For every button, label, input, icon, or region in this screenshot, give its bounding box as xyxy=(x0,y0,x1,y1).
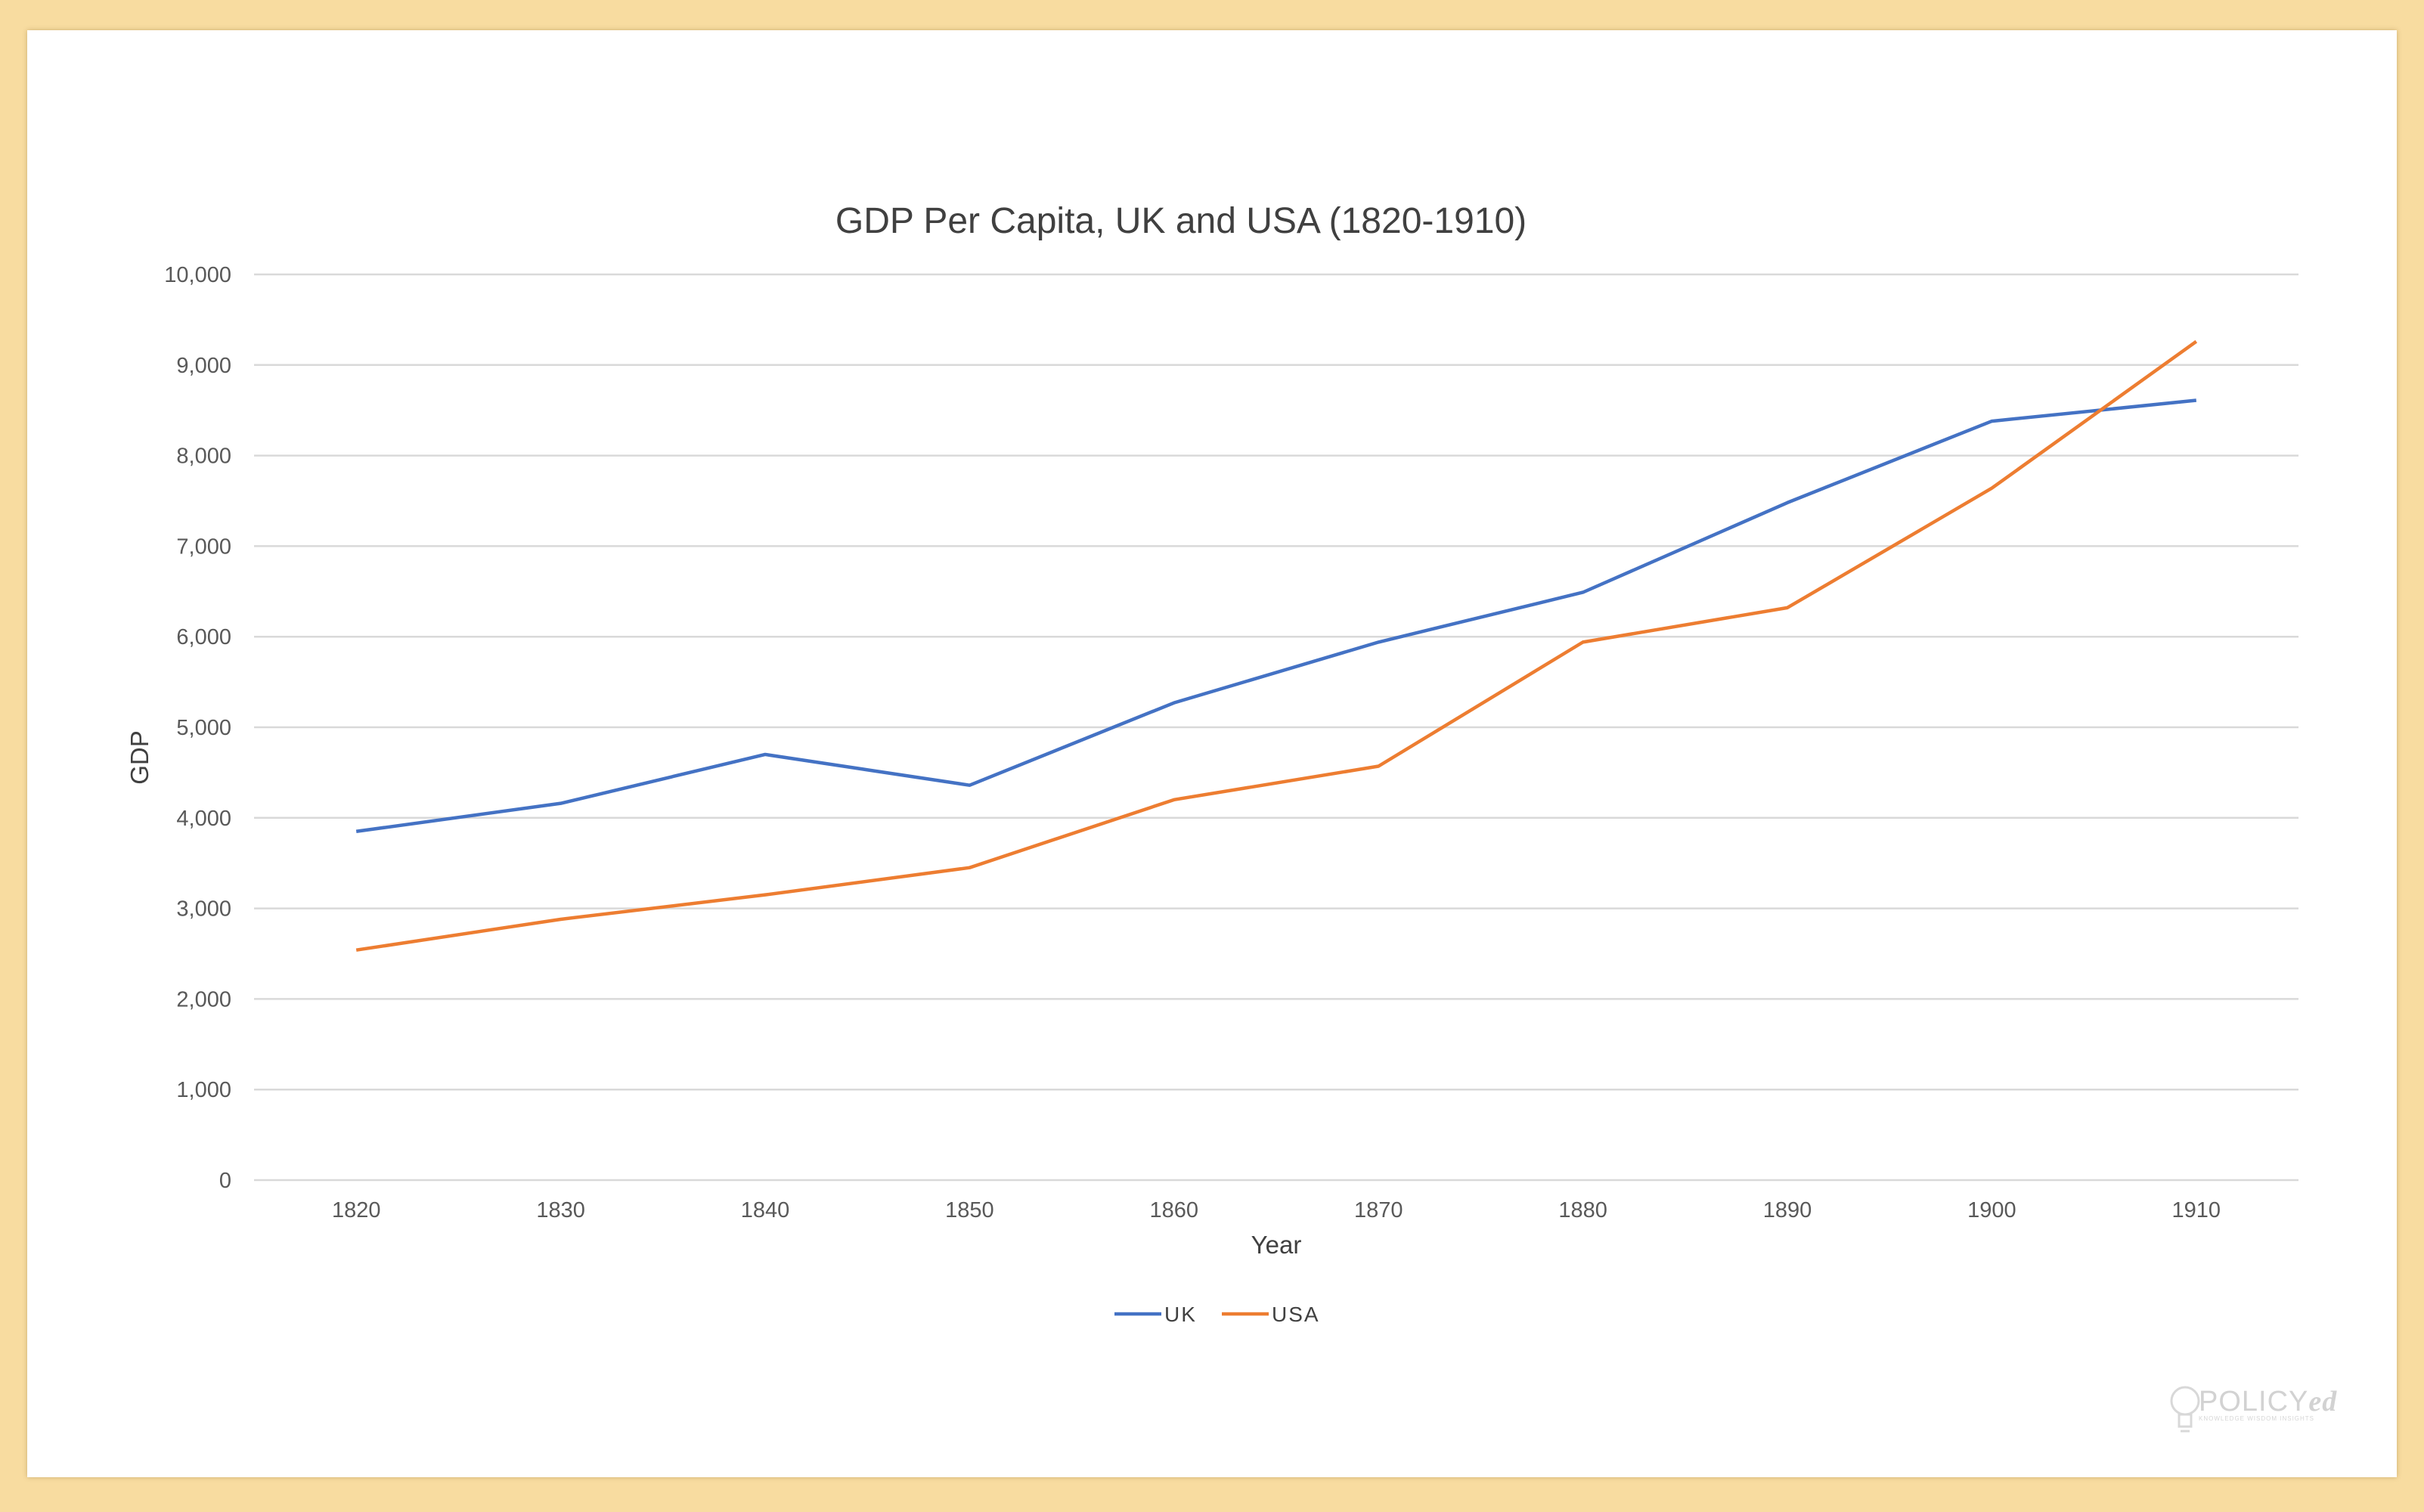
x-tick-label: 1830 xyxy=(536,1198,585,1222)
brand-watermark: POLICYed KNOWLEDGE WISDOM INSIGHTS xyxy=(2199,1385,2337,1422)
y-axis-ticks: 0 1,000 2,000 3,000 4,000 5,000 6,000 7,000 8,00… xyxy=(164,263,231,1193)
brand-suffix: ed xyxy=(2308,1386,2338,1418)
x-tick-label: 1890 xyxy=(1763,1198,1812,1222)
y-tick-label: 2,000 xyxy=(176,987,231,1012)
legend-label-uk: UK xyxy=(1164,1303,1197,1326)
x-tick-label: 1880 xyxy=(1558,1198,1607,1222)
x-tick-label: 1840 xyxy=(741,1198,790,1222)
gridlines xyxy=(254,273,2298,1182)
line-chart: GDP Per Capita, UK and USA (1820-1910) 0… xyxy=(126,201,2298,1326)
y-tick-label: 7,000 xyxy=(176,534,231,559)
legend-label-usa: USA xyxy=(1272,1303,1320,1326)
x-tick-label: 1870 xyxy=(1354,1198,1403,1222)
y-tick-label: 6,000 xyxy=(176,625,231,649)
y-tick-label: 4,000 xyxy=(176,807,231,831)
y-tick-label: 1,000 xyxy=(176,1078,231,1102)
x-tick-label: 1850 xyxy=(945,1198,994,1222)
brand-main: POLICY xyxy=(2199,1386,2309,1418)
legend: UK USA xyxy=(1114,1303,1320,1326)
y-tick-label: 9,000 xyxy=(176,354,231,378)
series-line-usa xyxy=(355,339,2198,952)
y-tick-label: 0 xyxy=(219,1169,231,1193)
x-tick-label: 1910 xyxy=(2172,1198,2221,1222)
brand-tagline: KNOWLEDGE WISDOM INSIGHTS xyxy=(2199,1415,2315,1422)
x-tick-label: 1900 xyxy=(1967,1198,2016,1222)
x-tick-label: 1820 xyxy=(332,1198,381,1222)
x-axis-label: Year xyxy=(1251,1231,1302,1259)
y-tick-label: 10,000 xyxy=(164,263,231,287)
y-tick-label: 3,000 xyxy=(176,897,231,922)
chart-panel: GDP Per Capita, UK and USA (1820-1910) 0… xyxy=(27,30,2397,1477)
x-tick-label: 1860 xyxy=(1150,1198,1199,1222)
x-axis-ticks: 1820 1830 1840 1850 1860 1870 1880 1890 1900 1910 xyxy=(332,1198,2221,1222)
lightbulb-icon xyxy=(2170,1386,2200,1433)
y-tick-label: 8,000 xyxy=(176,445,231,469)
chart-title: GDP Per Capita, UK and USA (1820-1910) xyxy=(835,201,1527,241)
y-tick-label: 5,000 xyxy=(176,716,231,740)
series-lines xyxy=(355,339,2198,952)
y-axis-label: GDP xyxy=(126,730,153,785)
series-line-uk xyxy=(355,398,2197,833)
